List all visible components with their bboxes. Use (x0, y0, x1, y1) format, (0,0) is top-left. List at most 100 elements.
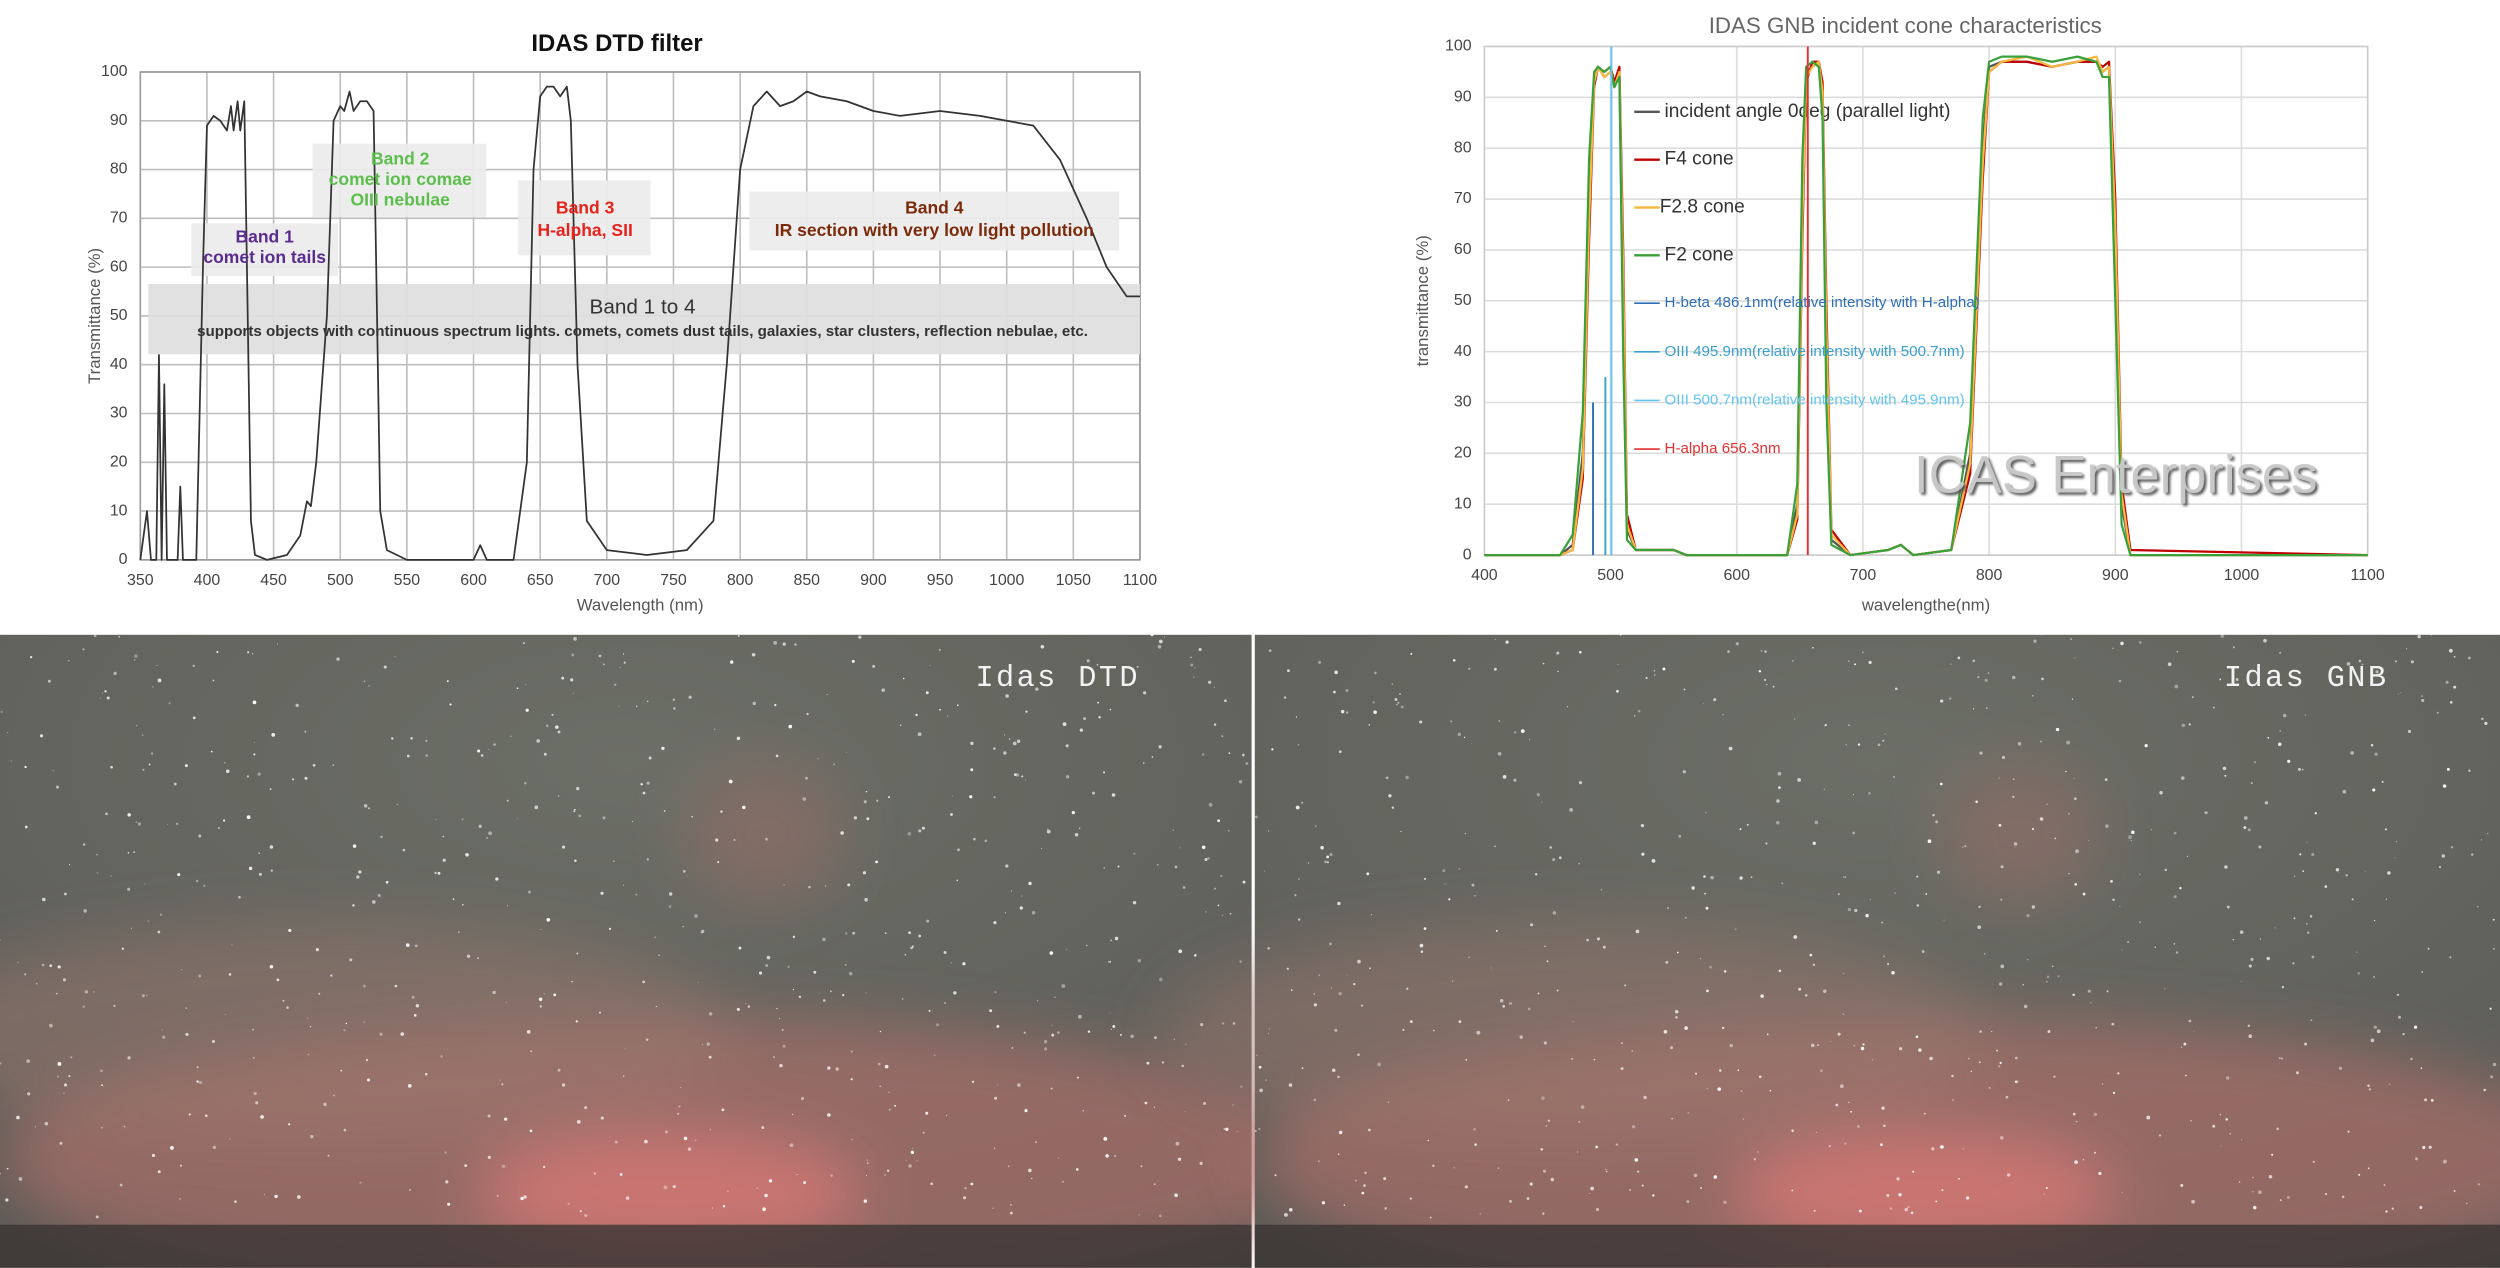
star (2453, 685, 2457, 689)
star (2040, 740, 2042, 743)
star (2045, 980, 2048, 983)
star (1021, 775, 1024, 778)
star (1178, 949, 1183, 954)
x-tick-label: 1050 (1056, 572, 1092, 589)
star (309, 1025, 312, 1028)
annotation-box (518, 180, 651, 256)
star (1985, 707, 1988, 710)
star (1096, 663, 1099, 666)
star (1388, 794, 1392, 798)
star (222, 819, 226, 822)
star (157, 930, 161, 934)
star (2121, 1191, 2124, 1194)
star (2407, 729, 2412, 734)
star (1665, 960, 1669, 964)
star (2041, 677, 2044, 681)
star (624, 1048, 626, 1050)
star (1652, 1194, 1655, 1197)
star (1970, 1070, 1973, 1073)
star (907, 832, 911, 836)
star (2385, 1210, 2388, 1213)
star (2375, 670, 2379, 674)
star (635, 893, 638, 896)
star (2073, 797, 2077, 801)
star (49, 1023, 53, 1028)
star (806, 712, 809, 716)
star (916, 1160, 918, 1162)
star (672, 1185, 676, 1189)
star (2039, 817, 2044, 821)
star (1258, 1065, 1262, 1069)
star (2287, 759, 2291, 764)
star (2350, 751, 2354, 755)
star (1758, 1075, 1762, 1079)
star (2277, 742, 2282, 747)
star (2098, 1171, 2102, 1176)
star (2112, 1091, 2116, 1094)
star (1497, 751, 1502, 756)
star (1839, 1084, 1844, 1089)
y-tick-label: 10 (110, 502, 128, 519)
star (1513, 731, 1517, 734)
star (146, 994, 148, 997)
star (1153, 1183, 1156, 1186)
star (2017, 742, 2022, 746)
star (2229, 1133, 2231, 1135)
star (614, 1140, 618, 1144)
star (1977, 925, 1982, 930)
star (257, 772, 261, 776)
star (884, 1064, 889, 1069)
star (706, 1042, 710, 1046)
y-tick-label: 30 (1454, 394, 1472, 411)
star (900, 724, 902, 726)
star (773, 1056, 775, 1058)
star (1329, 852, 1333, 857)
star (1931, 1147, 1935, 1151)
star (2467, 656, 2471, 660)
star (623, 1075, 625, 1077)
star (1887, 962, 1890, 965)
star (1778, 969, 1782, 973)
x-tick-label: 550 (394, 572, 421, 589)
star (768, 1179, 773, 1183)
star (248, 866, 253, 871)
star (2376, 1029, 2381, 1034)
star (26, 1059, 31, 1064)
star (1119, 1033, 1122, 1036)
y-tick-label: 90 (110, 112, 128, 129)
star (1739, 828, 1742, 831)
star (2191, 1199, 2195, 1204)
star (947, 715, 949, 717)
star (701, 929, 705, 933)
star (1046, 829, 1051, 834)
star (101, 692, 103, 694)
star (400, 1032, 405, 1036)
star (522, 642, 525, 645)
star (176, 822, 179, 826)
star (2247, 1024, 2251, 1028)
star (7, 732, 9, 734)
star (1820, 1069, 1823, 1073)
star (1103, 1136, 1108, 1141)
star (134, 654, 138, 658)
star (1463, 736, 1466, 739)
star (101, 1084, 103, 1087)
y-tick-label: 0 (1463, 546, 1472, 563)
star (2466, 1202, 2468, 1205)
star (520, 1196, 524, 1201)
star (664, 1130, 669, 1134)
star (1114, 1155, 1117, 1157)
star (47, 679, 51, 683)
legend-label: H-beta 486.1nm(relative intensity with H… (1665, 294, 1980, 311)
star (363, 984, 366, 988)
x-tick-label: 700 (594, 572, 621, 589)
star (2430, 1098, 2434, 1102)
star (198, 974, 202, 978)
star (2087, 840, 2090, 842)
star (1433, 1029, 1435, 1032)
star (791, 1113, 794, 1115)
star (18, 1177, 23, 1181)
photo-label: Idas DTD (975, 662, 1140, 696)
star (775, 754, 779, 758)
